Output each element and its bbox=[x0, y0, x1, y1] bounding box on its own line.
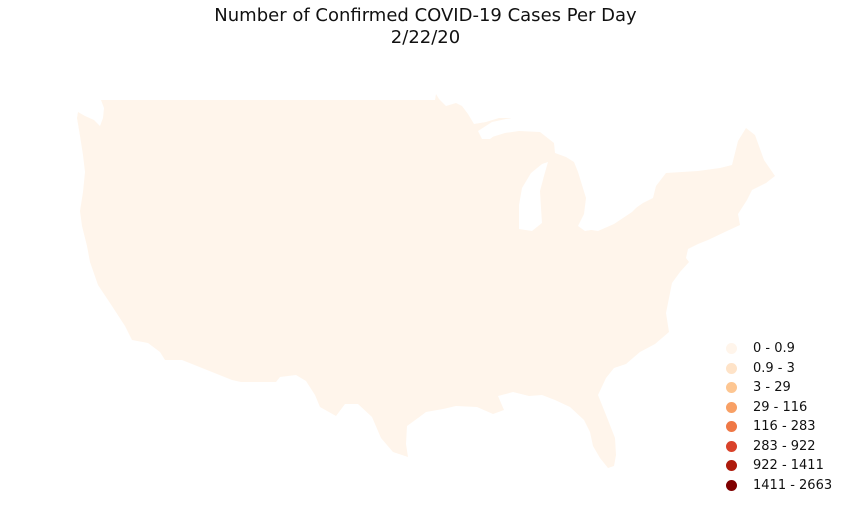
legend-item: 283 - 922 bbox=[724, 437, 844, 457]
legend-swatch-icon bbox=[726, 362, 737, 374]
legend-label: 0.9 - 3 bbox=[753, 360, 795, 376]
legend-label: 3 - 29 bbox=[753, 380, 791, 396]
legend-swatch-icon bbox=[726, 421, 737, 433]
map-title: Number of Confirmed COVID-19 Cases Per D… bbox=[0, 5, 851, 49]
legend-swatch-icon bbox=[726, 460, 737, 472]
legend-label: 116 - 283 bbox=[753, 419, 816, 435]
legend-item: 0 - 0.9 bbox=[724, 339, 844, 359]
contiguous-us-shape bbox=[77, 94, 775, 468]
legend-item: 116 - 283 bbox=[724, 417, 844, 437]
lake-superior-shape bbox=[478, 118, 513, 139]
legend-item: 3 - 29 bbox=[724, 378, 844, 398]
legend-swatch-icon bbox=[726, 401, 737, 413]
legend-item: 0.9 - 3 bbox=[724, 359, 844, 379]
map-legend: 0 - 0.9 0.9 - 3 3 - 29 29 - 116 116 - 283 283… bbox=[724, 339, 844, 495]
legend-item: 922 - 1411 bbox=[724, 456, 844, 476]
legend-swatch-icon bbox=[726, 479, 737, 491]
legend-item: 29 - 116 bbox=[724, 398, 844, 418]
legend-swatch-icon bbox=[726, 440, 737, 452]
map-title-date: 2/22/20 bbox=[390, 27, 461, 48]
legend-label: 0 - 0.9 bbox=[753, 341, 795, 357]
legend-label: 29 - 116 bbox=[753, 399, 808, 415]
legend-swatch-icon bbox=[726, 382, 737, 394]
legend-label: 283 - 922 bbox=[753, 438, 816, 454]
legend-item: 1411 - 2663 bbox=[724, 476, 844, 496]
legend-label: 922 - 1411 bbox=[753, 458, 824, 474]
legend-swatch-icon bbox=[726, 343, 737, 355]
lake-michigan-shape bbox=[519, 162, 548, 231]
map-title-main: Number of Confirmed COVID-19 Cases Per D… bbox=[214, 5, 637, 26]
lake-erie-shape bbox=[585, 200, 644, 231]
legend-label: 1411 - 2663 bbox=[753, 477, 833, 493]
